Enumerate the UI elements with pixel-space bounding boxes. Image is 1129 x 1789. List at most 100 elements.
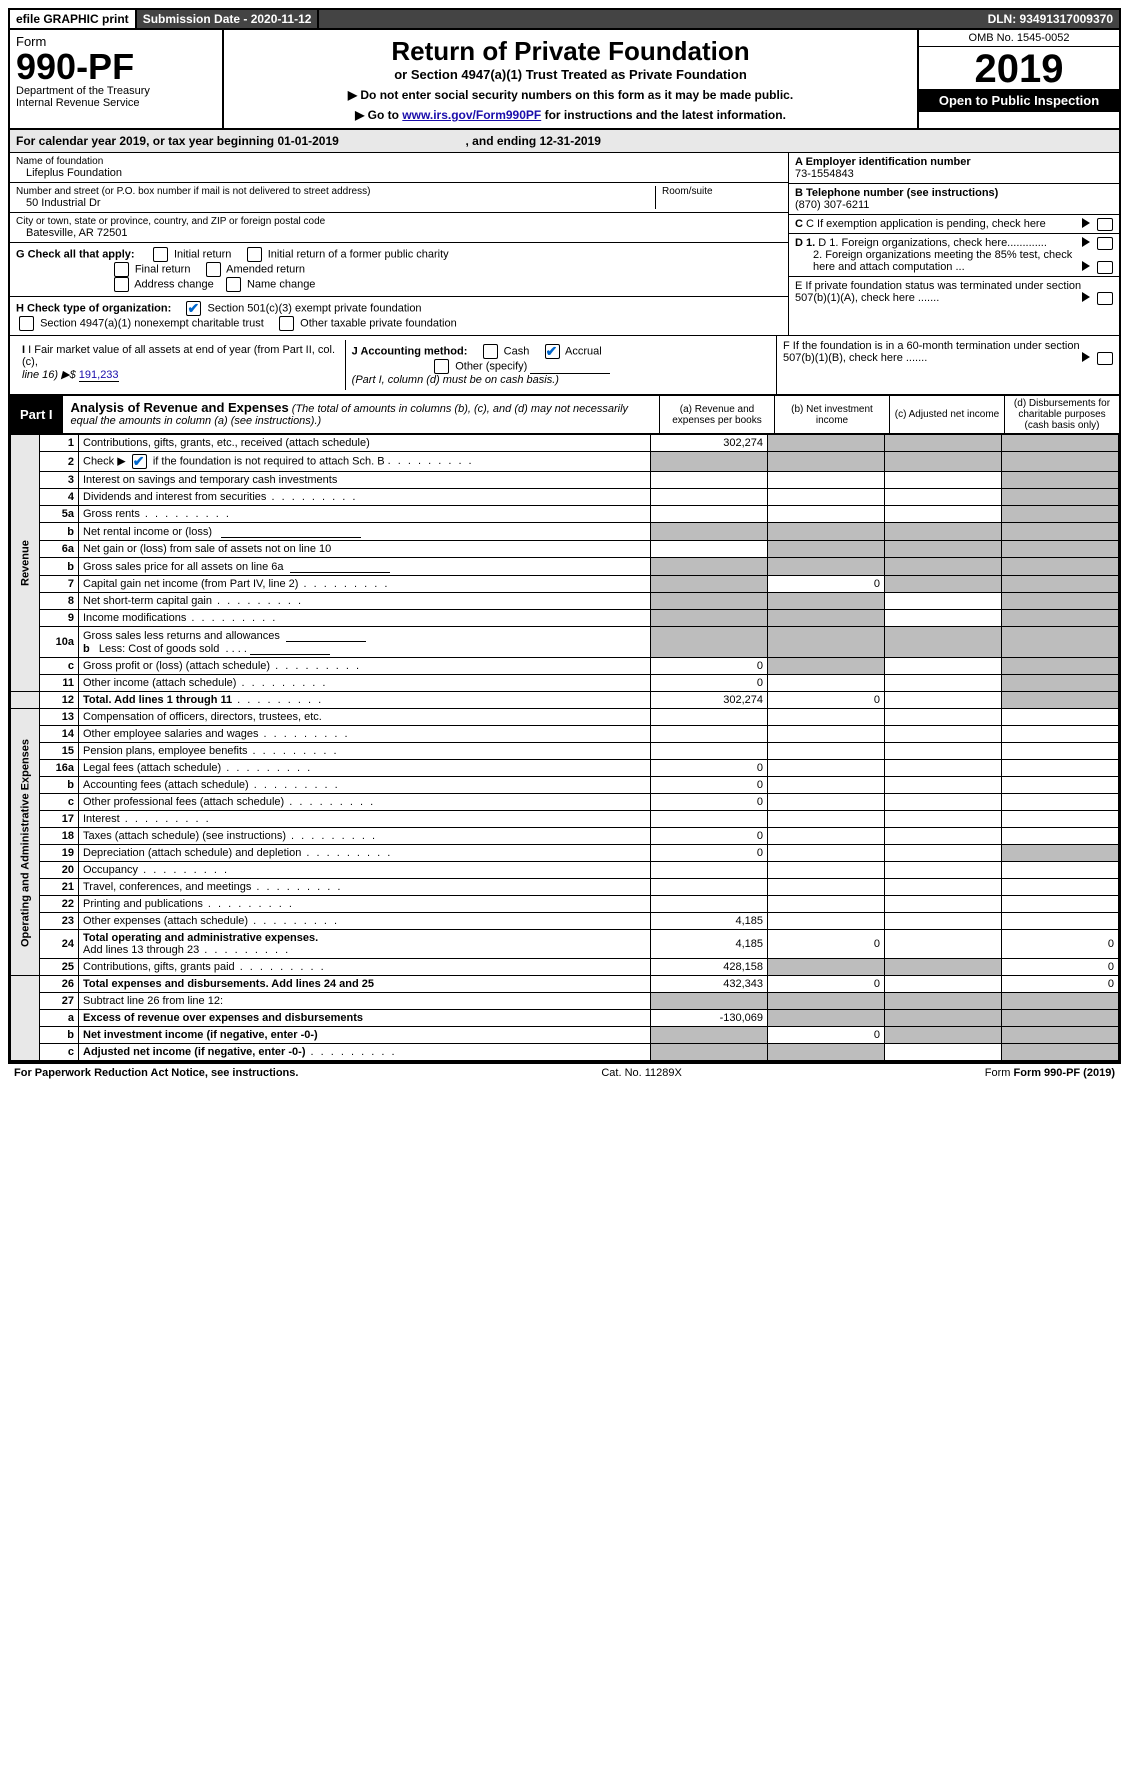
cell-c (885, 976, 1002, 993)
cell-c (885, 726, 1002, 743)
g-amended: Amended return (226, 263, 305, 275)
table-row: 20 Occupancy (11, 862, 1119, 879)
checkbox-4947[interactable] (19, 316, 34, 331)
cell-c (885, 576, 1002, 593)
g-check-row: G Check all that apply: Initial return I… (10, 243, 788, 297)
line-desc: Subtract line 26 from line 12: (79, 993, 651, 1010)
efile-label[interactable]: efile GRAPHIC print (10, 10, 137, 28)
l10b-text: Less: Cost of goods sold (99, 643, 219, 655)
table-row: 10a Gross sales less returns and allowan… (11, 627, 1119, 658)
cell-d (1002, 658, 1119, 675)
checkbox-d1[interactable] (1097, 237, 1113, 250)
cell-d (1002, 435, 1119, 452)
checkbox-c[interactable] (1097, 218, 1113, 231)
irs-link[interactable]: www.irs.gov/Form990PF (402, 108, 541, 122)
line-desc: Other professional fees (attach schedule… (79, 794, 651, 811)
header-row: Form 990-PF Department of the Treasury I… (10, 30, 1119, 130)
cell-b (768, 726, 885, 743)
cell-a: 428,158 (651, 959, 768, 976)
cell-a: 4,185 (651, 930, 768, 959)
checkbox-sch-b[interactable] (132, 454, 147, 469)
name-label: Name of foundation (16, 156, 782, 167)
calyear-b: , and ending 12-31-2019 (466, 134, 601, 148)
table-row: 16a Legal fees (attach schedule) 0 (11, 760, 1119, 777)
checkbox-e[interactable] (1097, 292, 1113, 305)
line-desc: Dividends and interest from securities (79, 489, 651, 506)
cell-b (768, 675, 885, 692)
ein-cell: A Employer identification number 73-1554… (789, 153, 1119, 184)
line-num: 6a (40, 541, 79, 558)
checkbox-name-change[interactable] (226, 277, 241, 292)
line-num: b (40, 777, 79, 794)
cell-a (651, 472, 768, 489)
cell-b (768, 610, 885, 627)
checkbox-cash[interactable] (483, 344, 498, 359)
cell-d (1002, 610, 1119, 627)
line-num: 4 (40, 489, 79, 506)
header-center: Return of Private Foundation or Section … (224, 30, 917, 128)
cell-d (1002, 523, 1119, 541)
cell-b (768, 862, 885, 879)
cell-a: 0 (651, 794, 768, 811)
line-num: 9 (40, 610, 79, 627)
checkbox-final-return[interactable] (114, 262, 129, 277)
l24-text2: Add lines 13 through 23 (83, 944, 290, 956)
table-row: b Gross sales price for all assets on li… (11, 558, 1119, 576)
revenue-side-label: Revenue (11, 435, 40, 692)
cell-c (885, 692, 1002, 709)
line-num: 2 (40, 452, 79, 472)
table-row: 22 Printing and publications (11, 896, 1119, 913)
ein-value: 73-1554843 (795, 168, 1113, 180)
line-desc: Excess of revenue over expenses and disb… (79, 1010, 651, 1027)
arrow-icon (1082, 292, 1090, 302)
cell-a (651, 1027, 768, 1044)
checkbox-initial-former[interactable] (247, 247, 262, 262)
cell-d (1002, 1044, 1119, 1061)
cell-d (1002, 760, 1119, 777)
table-row: 11 Other income (attach schedule) 0 (11, 675, 1119, 692)
line-desc: Interest (79, 811, 651, 828)
cell-c (885, 452, 1002, 472)
arrow-icon (1082, 261, 1090, 271)
top-bar: efile GRAPHIC print Submission Date - 20… (10, 10, 1119, 30)
g-addrchange: Address change (134, 278, 214, 290)
header-right: OMB No. 1545-0052 2019 Open to Public In… (917, 30, 1119, 128)
open-public-label: Open to Public Inspection (919, 89, 1119, 112)
cell-b (768, 993, 885, 1010)
cell-a: 0 (651, 658, 768, 675)
checkbox-other-method[interactable] (434, 359, 449, 374)
cell-d (1002, 862, 1119, 879)
footer-right: Form Form 990-PF (2019) (985, 1067, 1115, 1079)
line-desc: Gross sales less returns and allowances … (79, 627, 651, 658)
line-num: 27 (40, 993, 79, 1010)
checkbox-initial-return[interactable] (153, 247, 168, 262)
checkbox-accrual[interactable] (545, 344, 560, 359)
line-desc: Occupancy (79, 862, 651, 879)
checkbox-501c3[interactable] (186, 301, 201, 316)
checkbox-other-taxable[interactable] (279, 316, 294, 331)
checkbox-d2[interactable] (1097, 261, 1113, 274)
cell-c (885, 777, 1002, 794)
g-namechange: Name change (247, 278, 316, 290)
checkbox-address-change[interactable] (114, 277, 129, 292)
checkbox-f[interactable] (1097, 352, 1113, 365)
line-num: 5a (40, 506, 79, 523)
cell-a (651, 627, 768, 658)
table-row: Operating and Administrative Expenses 13… (11, 709, 1119, 726)
form-number: 990-PF (16, 49, 216, 85)
cell-b (768, 777, 885, 794)
line-num: a (40, 1010, 79, 1027)
cell-c (885, 506, 1002, 523)
cell-d: 0 (1002, 959, 1119, 976)
line-desc: Compensation of officers, directors, tru… (79, 709, 651, 726)
part1-tag: Part I (10, 396, 63, 433)
cell-a (651, 541, 768, 558)
h-4947: Section 4947(a)(1) nonexempt charitable … (40, 317, 264, 329)
other-specify-blank[interactable] (530, 361, 610, 374)
l27a-text: Excess of revenue over expenses and disb… (83, 1012, 363, 1024)
cell-a (651, 452, 768, 472)
h-501c3: Section 501(c)(3) exempt private foundat… (208, 302, 422, 314)
checkbox-amended[interactable] (206, 262, 221, 277)
cell-a (651, 489, 768, 506)
cell-d (1002, 541, 1119, 558)
